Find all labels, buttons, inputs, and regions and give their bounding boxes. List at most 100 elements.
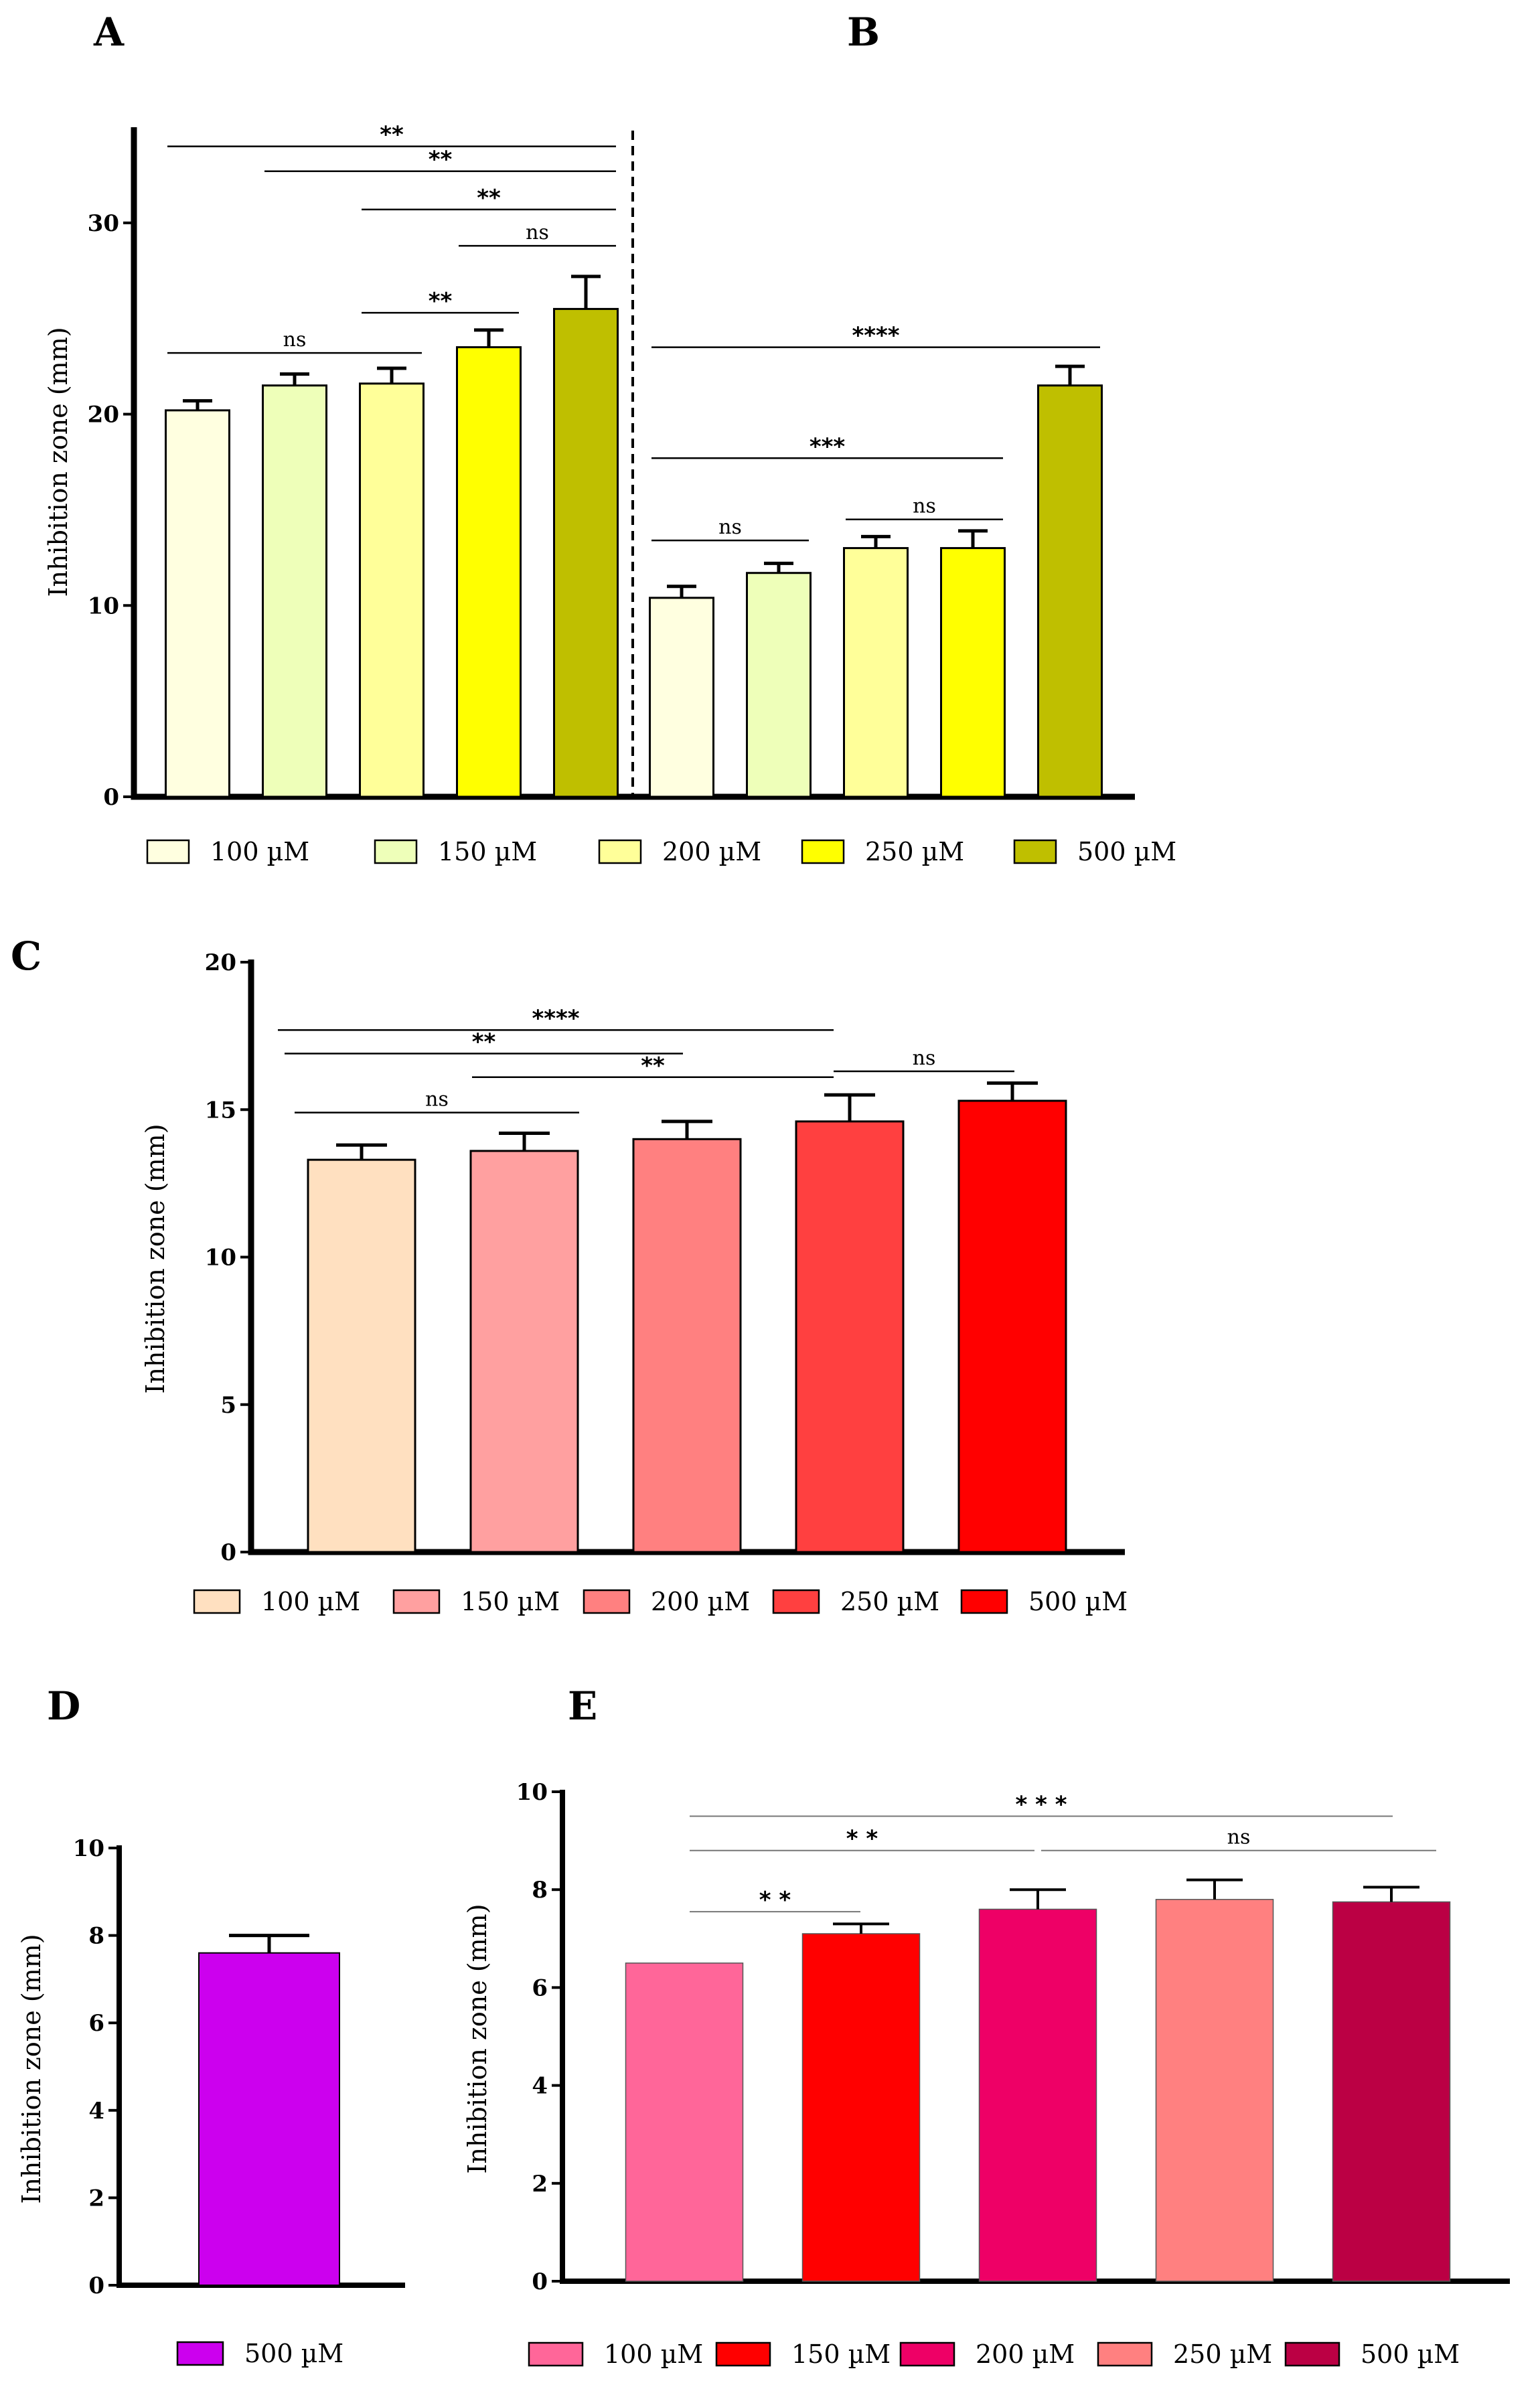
panel-letter-a: A: [93, 9, 125, 55]
legend-swatch-3: [899, 2341, 955, 2367]
y-tick-label: 2: [532, 2171, 548, 2198]
significance-label: ns: [526, 221, 549, 244]
legend-swatch-2: [374, 839, 418, 864]
bar-1: [625, 1962, 744, 2282]
y-tick-label: 0: [220, 1539, 236, 1566]
legend-label-4: 250 µM: [865, 837, 964, 866]
y-axis-title: Inhibition zone (mm): [44, 327, 73, 597]
significance-label: **: [641, 1053, 665, 1079]
bar-2: [801, 1933, 921, 2282]
y-tick-label: 20: [88, 402, 119, 429]
panel-letter-d: D: [47, 1683, 80, 1729]
legend-label-4: 250 µM: [840, 1587, 939, 1616]
y-tick-label: 0: [88, 2273, 104, 2299]
bar-3: [632, 1138, 742, 1553]
bar-1: [649, 597, 714, 798]
significance-label: ns: [425, 1088, 449, 1111]
legend-label-1: 500 µM: [244, 2339, 343, 2368]
significance-label: **: [429, 147, 453, 173]
bar-5: [553, 307, 619, 798]
significance-label: ***: [810, 433, 846, 460]
significance-label: * *: [846, 1826, 878, 1853]
y-tick-label: 10: [205, 1245, 236, 1272]
legend-label-2: 150 µM: [461, 1587, 560, 1616]
legend-swatch-3: [598, 839, 642, 864]
bar-1: [165, 409, 230, 798]
legend-swatch-4: [1097, 2341, 1153, 2367]
bar-2: [746, 572, 812, 798]
y-tick-label: 2: [88, 2185, 104, 2212]
bar-2: [262, 384, 327, 798]
bar-4: [940, 547, 1006, 798]
legend-label-2: 150 µM: [791, 2339, 891, 2369]
significance-label: **: [429, 288, 453, 315]
legend-label-3: 200 µM: [651, 1587, 750, 1616]
legend-label-5: 500 µM: [1028, 1587, 1128, 1616]
legend-swatch-1: [146, 839, 190, 864]
significance-label: **: [477, 185, 501, 212]
bar-5: [1332, 1901, 1451, 2282]
bar-4: [795, 1120, 905, 1553]
legend-swatch-3: [583, 1589, 631, 1614]
significance-label: ****: [852, 323, 899, 350]
bar-4: [456, 346, 522, 798]
y-axis-title: Inhibition zone (mm): [17, 1934, 46, 2204]
legend-swatch-2: [392, 1589, 441, 1614]
panel-letter-c: C: [11, 933, 42, 979]
bar-2: [469, 1150, 579, 1553]
legend-label-3: 200 µM: [976, 2339, 1075, 2369]
legend-label-1: 100 µM: [604, 2339, 703, 2369]
significance-label: ns: [283, 328, 307, 352]
legend-swatch-1: [528, 2341, 584, 2367]
panel-letter-e: E: [568, 1683, 597, 1729]
legend-swatch-1: [176, 2341, 224, 2366]
legend-swatch-4: [801, 839, 845, 864]
y-tick-label: 0: [532, 2268, 548, 2295]
significance-label: ns: [913, 1047, 936, 1070]
bar-1: [307, 1158, 416, 1553]
bar-3: [978, 1908, 1097, 2282]
significance-label: * *: [759, 1887, 791, 1914]
y-tick-label: 10: [88, 593, 119, 619]
y-axis-title: Inhibition zone (mm): [141, 1124, 170, 1393]
significance-label: ns: [718, 516, 742, 539]
legend-label-1: 100 µM: [261, 1587, 360, 1616]
bar-5: [957, 1099, 1067, 1553]
legend-swatch-5: [960, 1589, 1008, 1614]
legend-label-5: 500 µM: [1077, 837, 1176, 866]
panel-letter-b: B: [847, 9, 880, 55]
legend-swatch-4: [772, 1589, 820, 1614]
y-axis-title: Inhibition zone (mm): [463, 1904, 492, 2173]
y-tick-label: 10: [73, 1835, 104, 1862]
y-tick-label: 6: [532, 1975, 548, 2001]
significance-label: ns: [913, 495, 936, 518]
bar-5: [1037, 384, 1103, 798]
legend-label-1: 100 µM: [210, 837, 309, 866]
y-tick-label: 30: [88, 210, 119, 237]
y-tick-label: 4: [532, 2073, 548, 2100]
significance-label: **: [472, 1029, 496, 1056]
legend-swatch-5: [1013, 839, 1057, 864]
bar-3: [359, 382, 425, 798]
significance-label: ****: [532, 1005, 579, 1032]
legend-label-5: 500 µM: [1361, 2339, 1460, 2369]
legend-label-4: 250 µM: [1173, 2339, 1272, 2369]
chart-panel-e: 0 2 4 6 8 10 Inhibition zone (mm) * * * * * ns * *…: [463, 1779, 1510, 2369]
y-tick-label: 8: [88, 1923, 104, 1950]
chart-panel-d: 0 2 4 6 8 10 Inhibition zone (mm) 500 µM: [17, 1835, 405, 2368]
significance-label: ns: [1227, 1826, 1251, 1849]
bar-4: [1155, 1899, 1274, 2282]
y-tick-label: 8: [532, 1877, 548, 1904]
y-tick-label: 20: [205, 949, 236, 976]
y-tick-label: 10: [516, 1779, 548, 1806]
y-tick-label: 6: [88, 2010, 104, 2037]
legend-label-2: 150 µM: [438, 837, 537, 866]
significance-label: * * *: [1015, 1792, 1067, 1819]
significance-label: **: [380, 122, 404, 149]
legend-swatch-5: [1284, 2341, 1340, 2367]
legend-swatch-2: [715, 2341, 771, 2367]
y-tick-label: 0: [103, 784, 119, 811]
